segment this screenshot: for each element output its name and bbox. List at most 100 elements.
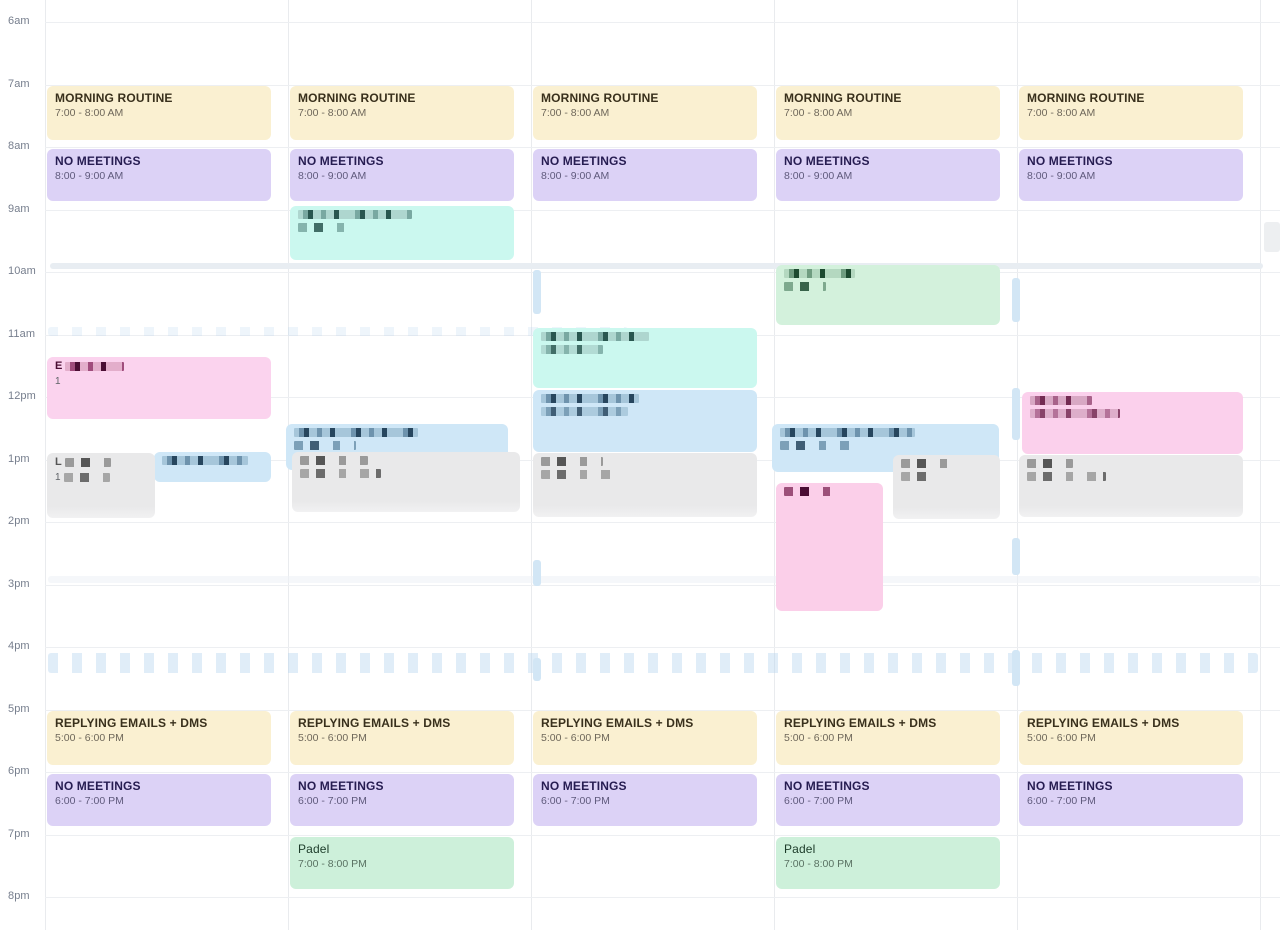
event-title: REPLYING EMAILS + DMS [55, 716, 208, 730]
pixelated-redaction [294, 441, 356, 450]
redacted-text-row [901, 459, 992, 468]
redacted-text-row [784, 269, 992, 278]
event-no-meetings[interactable]: NO MEETINGS 8:00 - 9:00 AM [776, 149, 1000, 201]
event-redacted[interactable] [290, 206, 514, 260]
event-time: 7:00 - 8:00 AM [298, 107, 367, 119]
event-title: MORNING ROUTINE [784, 91, 902, 105]
pixelated-redaction [1030, 409, 1121, 418]
event-time: 6:00 - 7:00 PM [541, 795, 610, 807]
event-padel[interactable]: Padel 7:00 - 8:00 PM [776, 837, 1000, 889]
event-no-meetings[interactable]: NO MEETINGS 8:00 - 9:00 AM [533, 149, 757, 201]
overlap-event-sliver[interactable] [1012, 650, 1020, 686]
event-time: 8:00 - 9:00 AM [1027, 170, 1096, 182]
event-time: 8:00 - 9:00 AM [55, 170, 124, 182]
pixelated-redaction [1027, 472, 1107, 481]
pixelated-redaction [784, 282, 826, 291]
event-redacted[interactable] [292, 452, 520, 512]
time-label: 6pm [8, 765, 30, 777]
overlap-event-sliver[interactable] [533, 270, 541, 314]
hour-gridline [45, 147, 1280, 148]
event-time: 7:00 - 8:00 AM [541, 107, 610, 119]
event-time: 5:00 - 6:00 PM [541, 732, 610, 744]
event-redacted[interactable] [533, 453, 757, 517]
overlap-event-sliver[interactable] [1012, 388, 1020, 440]
partial-event[interactable] [1264, 222, 1280, 252]
event-redacted[interactable] [776, 265, 1000, 325]
multi-day-band[interactable] [48, 576, 1260, 583]
event-no-meetings[interactable]: NO MEETINGS 8:00 - 9:00 AM [290, 149, 514, 201]
event-no-meetings[interactable]: NO MEETINGS 6:00 - 7:00 PM [1019, 774, 1243, 826]
event-title: NO MEETINGS [298, 154, 384, 168]
event-title: MORNING ROUTINE [1027, 91, 1145, 105]
redacted-text-row: L [55, 457, 147, 468]
event-morning-routine[interactable]: MORNING ROUTINE 7:00 - 8:00 AM [1019, 86, 1243, 140]
event-replying-emails-dms[interactable]: REPLYING EMAILS + DMS 5:00 - 6:00 PM [533, 711, 757, 765]
day-gridline [45, 0, 46, 930]
event-time: 6:00 - 7:00 PM [1027, 795, 1096, 807]
time-label: 8pm [8, 890, 30, 902]
redacted-text-row [294, 428, 500, 437]
redacted-text-row [541, 470, 749, 479]
event-padel[interactable]: Padel 7:00 - 8:00 PM [290, 837, 514, 889]
pixelated-redaction [541, 457, 604, 466]
overlap-event-sliver[interactable] [533, 658, 541, 681]
overlap-event-sliver[interactable] [1012, 538, 1020, 575]
time-label: 8am [8, 140, 30, 152]
event-morning-routine[interactable]: MORNING ROUTINE 7:00 - 8:00 AM [533, 86, 757, 140]
multi-day-band[interactable] [48, 327, 628, 336]
event-replying-emails-dms[interactable]: REPLYING EMAILS + DMS 5:00 - 6:00 PM [1019, 711, 1243, 765]
redacted-text-row [541, 407, 749, 416]
pixelated-redaction [64, 458, 111, 467]
event-no-meetings[interactable]: NO MEETINGS 6:00 - 7:00 PM [290, 774, 514, 826]
event-morning-routine[interactable]: MORNING ROUTINE 7:00 - 8:00 AM [776, 86, 1000, 140]
event-title: NO MEETINGS [298, 779, 384, 793]
overlap-event-sliver[interactable] [533, 560, 541, 586]
time-label: 1pm [8, 452, 30, 465]
multi-day-band[interactable] [48, 653, 1258, 673]
pixelated-redaction [298, 210, 413, 219]
hour-gridline [45, 709, 1280, 711]
hour-gridline [45, 209, 1280, 211]
event-no-meetings[interactable]: NO MEETINGS 8:00 - 9:00 AM [47, 149, 271, 201]
event-redacted[interactable] [893, 455, 1000, 519]
overlap-event-sliver[interactable] [1012, 278, 1020, 322]
event-no-meetings[interactable]: NO MEETINGS 6:00 - 7:00 PM [47, 774, 271, 826]
event-redacted[interactable] [533, 328, 757, 388]
hour-gridline [45, 272, 1280, 273]
hour-gridline [45, 834, 1280, 836]
hour-gridline [45, 647, 1280, 648]
event-redacted[interactable] [776, 483, 883, 611]
event-replying-emails-dms[interactable]: REPLYING EMAILS + DMS 5:00 - 6:00 PM [776, 711, 1000, 765]
redacted-text-row [780, 428, 991, 437]
redacted-text-row [780, 441, 991, 450]
event-no-meetings[interactable]: NO MEETINGS 8:00 - 9:00 AM [1019, 149, 1243, 201]
event-redacted[interactable] [1022, 392, 1243, 454]
event-no-meetings[interactable]: NO MEETINGS 6:00 - 7:00 PM [533, 774, 757, 826]
time-label: 12pm [8, 390, 36, 402]
redacted-text-row [541, 457, 749, 466]
event-time: 7:00 - 8:00 AM [55, 107, 124, 119]
time-label: 11am [8, 327, 36, 340]
event-title: NO MEETINGS [784, 154, 870, 168]
event-time: 7:00 - 8:00 PM [298, 858, 367, 870]
event-replying-emails-dms[interactable]: REPLYING EMAILS + DMS 5:00 - 6:00 PM [47, 711, 271, 765]
event-redacted[interactable] [533, 390, 757, 452]
redacted-text-row [784, 282, 992, 291]
event-redacted[interactable] [1019, 455, 1243, 517]
redacted-text-row [1030, 396, 1235, 405]
event-no-meetings[interactable]: NO MEETINGS 6:00 - 7:00 PM [776, 774, 1000, 826]
event-title: NO MEETINGS [1027, 779, 1113, 793]
pixelated-redaction [541, 407, 629, 416]
event-morning-routine[interactable]: MORNING ROUTINE 7:00 - 8:00 AM [290, 86, 514, 140]
event-replying-emails-dms[interactable]: REPLYING EMAILS + DMS 5:00 - 6:00 PM [290, 711, 514, 765]
multi-day-band[interactable] [50, 263, 1263, 269]
event-title: REPLYING EMAILS + DMS [784, 716, 937, 730]
day-gridline [1260, 0, 1261, 930]
event-redacted[interactable] [154, 452, 271, 482]
day-gridline [1017, 0, 1018, 930]
event-morning-routine[interactable]: MORNING ROUTINE 7:00 - 8:00 AM [47, 86, 271, 140]
redacted-text-prefix: 1 [55, 376, 61, 387]
